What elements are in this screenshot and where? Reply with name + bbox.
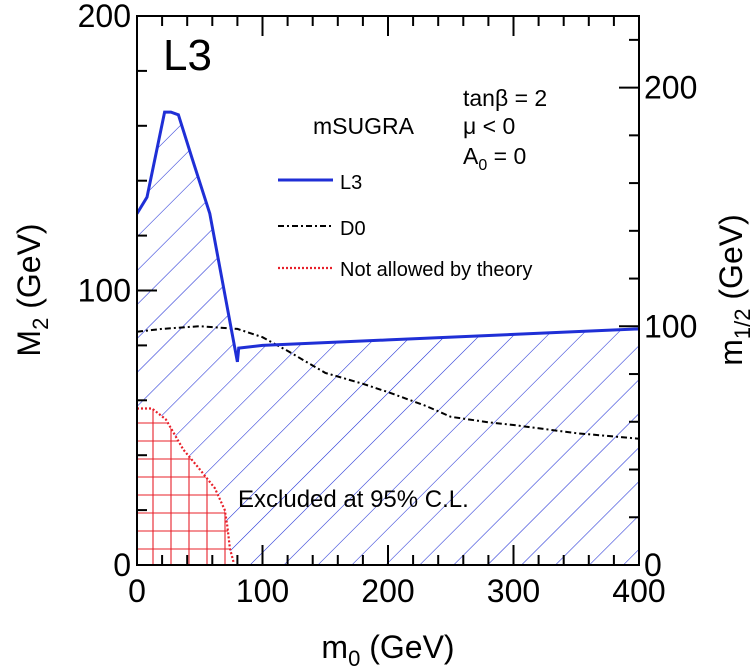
series-line-theory <box>137 407 235 563</box>
y-tick-label-right: 100 <box>644 308 697 344</box>
y-tick-label-right: 200 <box>644 70 697 106</box>
legend: L3 D0 Not allowed by theory <box>278 172 532 281</box>
y-axis-left: 0 100 200 <box>78 0 157 583</box>
x-tick-label: 0 <box>128 573 146 609</box>
y-axis-title-right: m1/2 (GeV) <box>713 214 755 365</box>
theory-forbidden-region <box>137 408 234 565</box>
y-tick-label-left: 100 <box>78 273 131 309</box>
exclusion-annotation: Excluded at 95% C.L. <box>238 486 469 513</box>
y-axis-title-left: M2 (GeV) <box>11 223 53 356</box>
series-line-l3 <box>137 110 639 363</box>
model-param-tanbeta: tanβ = 2 <box>463 85 547 111</box>
x-axis: 0 100 200 300 400 <box>128 16 666 609</box>
experiment-label: L3 <box>163 31 212 80</box>
model-name: mSUGRA <box>313 113 415 139</box>
y-tick-label-left: 0 <box>113 547 131 583</box>
x-tick-label: 400 <box>612 573 665 609</box>
series-line-d0 <box>137 325 639 440</box>
plot-area <box>137 110 639 565</box>
legend-label-l3: L3 <box>340 172 362 194</box>
y-tick-label-right: 0 <box>644 547 662 583</box>
y-axis-right: 0 100 200 <box>619 38 697 583</box>
legend-label-d0: D0 <box>340 218 366 240</box>
x-tick-label: 100 <box>236 573 289 609</box>
x-tick-label: 300 <box>487 573 540 609</box>
l3-excluded-region <box>137 112 639 565</box>
x-tick-label: 200 <box>361 573 414 609</box>
y-tick-label-left: 200 <box>78 0 131 34</box>
legend-label-theory: Not allowed by theory <box>340 259 532 281</box>
model-param-mu: μ < 0 <box>463 113 515 139</box>
model-param-a0: A0 = 0 <box>463 143 526 174</box>
x-axis-title: m0 (GeV) <box>321 629 454 668</box>
